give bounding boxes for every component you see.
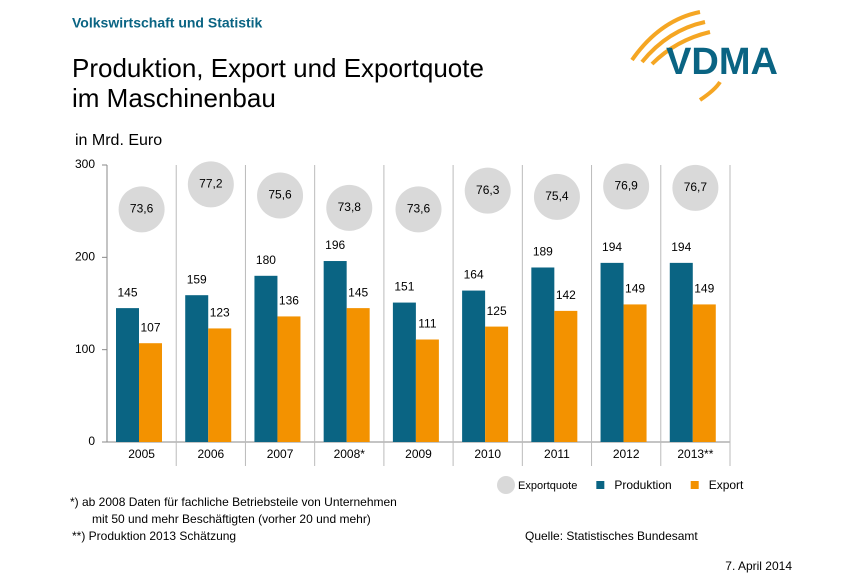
plot: 0 100 200 300 2005 145 107 73,6 2006 159 123 77,2 20… — [75, 157, 744, 494]
data-label: 180 — [256, 253, 276, 267]
logo-text: VDMA — [666, 41, 778, 83]
bar — [254, 275, 278, 442]
data-label: 76,7 — [684, 180, 708, 194]
exportquote-circle — [257, 172, 304, 219]
data-label: 194 — [671, 240, 691, 254]
bar — [277, 316, 301, 442]
arc — [698, 80, 722, 102]
data-label: 76,3 — [476, 183, 500, 197]
x-tick-label: 2009 — [405, 447, 432, 461]
data-label: 164 — [464, 268, 484, 282]
bar — [692, 304, 716, 442]
legend-label: Exportquote — [518, 480, 577, 492]
bar — [116, 308, 139, 442]
y-tick-label: 100 — [75, 342, 95, 356]
bar — [600, 262, 624, 442]
bar — [623, 304, 647, 442]
section-title: Volkswirtschaft und Statistik — [72, 15, 263, 31]
bar — [485, 326, 509, 442]
x-tick-label: 2006 — [197, 447, 224, 461]
x-tick-label: 2011 — [544, 447, 570, 461]
bar — [208, 328, 232, 442]
arc — [650, 30, 711, 66]
arc — [640, 20, 706, 64]
exportquote-circle — [672, 164, 719, 211]
y-tick-label: 0 — [88, 434, 95, 448]
data-label: 136 — [279, 294, 299, 308]
footnote: **) Produktion 2013 Schätzung — [72, 529, 236, 543]
data-label: 123 — [210, 306, 230, 320]
bar — [554, 310, 578, 442]
bar — [415, 339, 439, 442]
data-label: 75,6 — [268, 188, 292, 202]
y-tick-label: 200 — [75, 250, 95, 264]
bar — [462, 290, 486, 442]
bar — [185, 295, 209, 442]
bar — [139, 343, 162, 442]
y-tick-label: 300 — [75, 157, 95, 171]
x-tick-label: 2013** — [677, 447, 713, 461]
data-label: 73,6 — [407, 201, 431, 215]
source: Quelle: Statistisches Bundesamt — [525, 529, 698, 543]
x-tick-label: 2007 — [267, 447, 294, 461]
x-tick-label: 2008* — [334, 447, 366, 461]
x-tick-label: 2012 — [613, 447, 640, 461]
footnote: mit 50 und mehr Beschäftigten (vorher 20… — [92, 512, 371, 526]
bar — [392, 302, 416, 442]
x-tick-label: 2005 — [128, 447, 155, 461]
exportquote-circle — [464, 167, 511, 214]
data-label: 194 — [602, 240, 622, 254]
exportquote-circle — [395, 186, 442, 233]
legend-swatch — [596, 481, 605, 489]
legend-label: Produktion — [614, 478, 671, 492]
chart-title: im Maschinenbau — [72, 83, 276, 113]
arc — [630, 10, 701, 62]
bar — [323, 261, 347, 442]
chart-title: Produktion, Export und Exportquote — [72, 53, 484, 83]
data-label: 145 — [117, 285, 137, 299]
data-label: 145 — [348, 285, 368, 299]
data-label: 149 — [625, 282, 645, 296]
bar — [346, 308, 370, 442]
exportquote-circle — [533, 173, 580, 220]
data-label: 77,2 — [199, 177, 223, 191]
bar — [669, 262, 693, 442]
data-label: 125 — [487, 304, 507, 318]
data-label: 76,9 — [614, 179, 638, 193]
footnote: *) ab 2008 Daten für fachliche Betriebst… — [70, 495, 397, 509]
data-label: 149 — [694, 282, 714, 296]
data-label: 111 — [418, 317, 437, 331]
exportquote-circle — [118, 186, 165, 233]
data-label: 196 — [325, 238, 345, 252]
data-label: 142 — [556, 288, 576, 302]
x-tick-label: 2010 — [474, 447, 501, 461]
data-label: 73,8 — [338, 200, 362, 214]
data-label: 159 — [187, 272, 207, 286]
legend-label: Export — [709, 478, 744, 492]
data-label: 151 — [394, 280, 414, 294]
data-label: 189 — [533, 245, 553, 259]
data-label: 75,4 — [545, 189, 569, 203]
bar — [531, 267, 555, 442]
exportquote-circle — [603, 163, 650, 210]
y-axis-label: in Mrd. Euro — [75, 132, 162, 149]
exportquote-circle — [326, 184, 373, 231]
data-label: 107 — [140, 320, 160, 334]
date: 7. April 2014 — [725, 559, 792, 573]
legend-swatch — [497, 476, 515, 494]
legend-swatch — [690, 481, 699, 489]
exportquote-circle — [187, 161, 234, 208]
logo-arcs — [630, 10, 722, 102]
data-label: 73,6 — [130, 201, 154, 215]
